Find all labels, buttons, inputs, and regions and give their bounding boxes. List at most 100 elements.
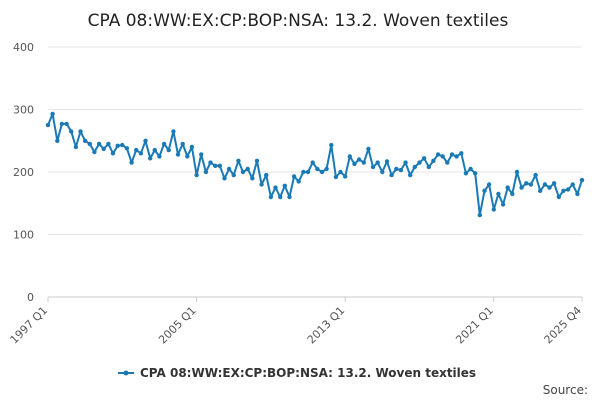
data-point[interactable] — [417, 160, 422, 165]
data-point[interactable] — [445, 160, 450, 165]
data-point[interactable] — [208, 160, 213, 165]
data-point[interactable] — [338, 169, 343, 175]
data-point[interactable] — [222, 176, 227, 181]
data-point[interactable] — [194, 172, 199, 178]
data-point[interactable] — [226, 166, 232, 172]
data-point[interactable] — [245, 166, 250, 172]
data-point[interactable] — [101, 146, 106, 152]
data-point[interactable] — [463, 171, 469, 176]
data-point[interactable] — [217, 163, 222, 168]
data-point[interactable] — [115, 143, 120, 148]
data-point[interactable] — [282, 183, 287, 188]
data-point[interactable] — [565, 187, 571, 192]
data-point[interactable] — [486, 182, 492, 187]
data-point[interactable] — [199, 152, 204, 157]
data-point[interactable] — [213, 163, 218, 168]
data-point[interactable] — [575, 191, 580, 197]
data-point[interactable] — [347, 154, 352, 159]
data-point[interactable] — [240, 169, 246, 175]
data-point[interactable] — [301, 169, 306, 175]
data-point[interactable] — [366, 146, 371, 152]
data-point[interactable] — [231, 172, 236, 178]
data-point[interactable] — [59, 121, 65, 127]
data-point[interactable] — [394, 166, 399, 172]
data-point[interactable] — [250, 176, 255, 181]
data-point[interactable] — [157, 154, 162, 159]
data-point[interactable] — [473, 171, 478, 176]
data-point[interactable] — [510, 191, 515, 197]
data-point[interactable] — [426, 164, 431, 170]
data-point[interactable] — [491, 207, 496, 212]
data-point[interactable] — [296, 179, 301, 184]
data-point[interactable] — [87, 141, 93, 147]
data-point[interactable] — [110, 151, 116, 156]
data-point[interactable] — [92, 149, 97, 155]
data-point[interactable] — [203, 169, 209, 175]
data-point[interactable] — [254, 158, 260, 163]
data-point[interactable] — [505, 185, 510, 190]
data-point[interactable] — [315, 166, 320, 172]
data-point[interactable] — [106, 141, 111, 147]
data-point[interactable] — [143, 138, 148, 143]
data-point[interactable] — [482, 188, 487, 193]
data-point[interactable] — [50, 111, 55, 117]
legend[interactable]: CPA 08:WW:EX:CP:BOP:NSA: 13.2. Woven tex… — [118, 366, 476, 380]
data-point[interactable] — [435, 152, 441, 157]
data-point[interactable] — [273, 185, 278, 190]
data-point[interactable] — [152, 147, 157, 153]
data-point[interactable] — [449, 152, 455, 157]
data-point[interactable] — [310, 160, 315, 165]
data-point[interactable] — [375, 160, 380, 165]
data-point[interactable] — [189, 144, 195, 150]
data-point[interactable] — [148, 156, 153, 161]
data-point[interactable] — [324, 166, 329, 172]
data-point[interactable] — [129, 160, 134, 165]
data-point[interactable] — [82, 138, 88, 143]
data-point[interactable] — [175, 152, 181, 157]
data-point[interactable] — [352, 161, 357, 167]
data-point[interactable] — [78, 129, 83, 134]
data-point[interactable] — [468, 166, 473, 172]
data-point[interactable] — [403, 160, 408, 165]
data-point[interactable] — [185, 154, 190, 159]
data-point[interactable] — [370, 164, 376, 170]
data-point[interactable] — [166, 147, 171, 153]
data-point[interactable] — [333, 174, 339, 180]
data-point[interactable] — [538, 188, 543, 193]
data-point[interactable] — [161, 141, 167, 147]
data-point[interactable] — [236, 158, 241, 163]
data-point[interactable] — [570, 182, 575, 187]
data-point[interactable] — [412, 164, 417, 170]
data-point[interactable] — [524, 181, 529, 186]
data-point[interactable] — [551, 181, 557, 186]
data-point[interactable] — [124, 146, 130, 151]
data-point[interactable] — [45, 122, 51, 128]
data-point[interactable] — [356, 157, 362, 162]
data-point[interactable] — [454, 154, 459, 159]
data-point[interactable] — [180, 141, 185, 147]
data-point[interactable] — [361, 160, 366, 165]
data-point[interactable] — [319, 169, 325, 175]
data-point[interactable] — [519, 185, 524, 190]
data-point[interactable] — [384, 159, 390, 164]
data-point[interactable] — [500, 202, 506, 207]
data-point[interactable] — [459, 151, 464, 156]
data-point[interactable] — [440, 154, 445, 159]
data-point[interactable] — [496, 191, 501, 197]
data-point[interactable] — [287, 194, 292, 200]
data-point[interactable] — [138, 151, 144, 156]
data-point[interactable] — [408, 172, 413, 178]
data-point[interactable] — [533, 172, 538, 178]
data-point[interactable] — [477, 212, 482, 218]
data-point[interactable] — [73, 144, 79, 150]
data-point[interactable] — [259, 182, 264, 187]
data-point[interactable] — [389, 172, 394, 178]
data-point[interactable] — [134, 147, 139, 153]
data-point[interactable] — [542, 182, 548, 187]
data-point[interactable] — [96, 141, 102, 147]
data-point[interactable] — [264, 172, 269, 178]
data-point[interactable] — [55, 138, 60, 143]
data-point[interactable] — [329, 142, 334, 148]
data-point[interactable] — [291, 174, 297, 179]
data-point[interactable] — [528, 182, 534, 187]
